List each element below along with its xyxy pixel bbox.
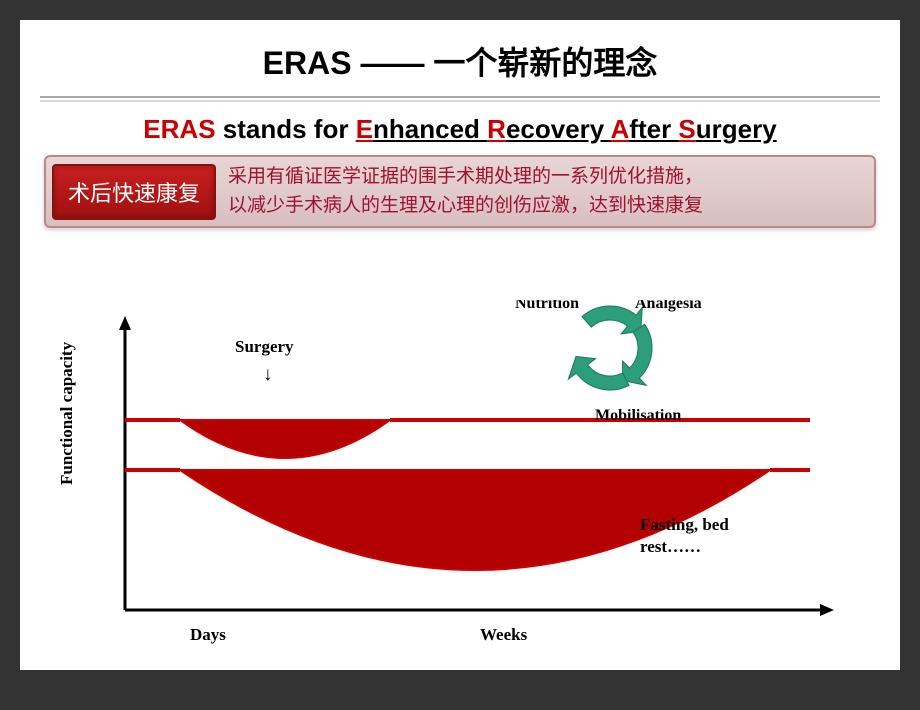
word-enhanced: nhanced bbox=[373, 114, 487, 144]
svg-text:Functional capacity: Functional capacity bbox=[57, 341, 76, 485]
horizontal-rule bbox=[40, 92, 880, 108]
svg-text:Mobilisation: Mobilisation bbox=[595, 407, 681, 424]
functional-capacity-chart: Surgery ↓ Fasting, bed rest…… Days Weeks Funct… bbox=[50, 300, 870, 650]
svg-text:Analgesia: Analgesia bbox=[635, 300, 702, 312]
svg-text:Weeks: Weeks bbox=[480, 625, 528, 644]
desc-line2: 以减少手术病人的生理及心理的创伤应激，达到快速康复 bbox=[228, 195, 703, 216]
svg-text:Nutrition: Nutrition bbox=[515, 300, 579, 312]
letter-a: A bbox=[611, 114, 630, 144]
chart-svg: Surgery ↓ Fasting, bed rest…… Days Weeks Funct… bbox=[50, 300, 870, 670]
subtitle-text: stands for bbox=[216, 114, 356, 144]
svg-text:Fasting, bed: Fasting, bed bbox=[640, 515, 729, 534]
svg-text:↓: ↓ bbox=[263, 364, 273, 385]
svg-text:rest……: rest…… bbox=[640, 537, 701, 556]
word-surgery: urgery bbox=[696, 114, 777, 144]
definition-panel: 术后快速康复 采用有循证医学证据的围手术期处理的一系列优化措施， 以减少手术病人… bbox=[44, 155, 876, 228]
word-after: fter bbox=[629, 114, 678, 144]
slide-title: ERAS —— 一个崭新的理念 bbox=[20, 20, 900, 92]
letter-r: R bbox=[487, 114, 506, 144]
definition-text: 采用有循证医学证据的围手术期处理的一系列优化措施， 以减少手术病人的生理及心理的… bbox=[216, 163, 868, 220]
svg-text:Days: Days bbox=[190, 625, 226, 644]
letter-s: S bbox=[678, 114, 695, 144]
desc-line1: 采用有循证医学证据的围手术期处理的一系列优化措施， bbox=[228, 166, 703, 187]
subtitle-eras: ERAS bbox=[143, 114, 215, 144]
svg-text:Surgery: Surgery bbox=[235, 337, 294, 356]
box-label: 术后快速康复 bbox=[52, 164, 216, 220]
word-recovery: ecovery bbox=[506, 114, 611, 144]
subtitle: ERAS stands for Enhanced Recovery After … bbox=[20, 114, 900, 145]
letter-e: E bbox=[356, 114, 373, 144]
